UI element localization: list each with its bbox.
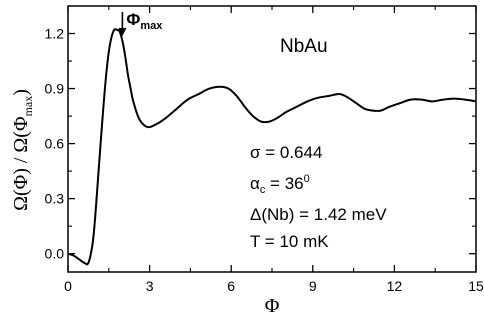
annotation-alpha: αc = 360 — [250, 173, 310, 196]
y-tick-label: 1.2 — [45, 26, 65, 42]
annotation-delta: Δ(Nb) = 1.42 meV — [250, 205, 387, 224]
phimax-label: Φmax — [126, 10, 163, 32]
annotation-sigma: σ = 0.644 — [250, 143, 322, 162]
series-line — [67, 28, 477, 266]
y-tick-label: 0.0 — [45, 246, 65, 262]
material-label: NbAu — [280, 36, 328, 57]
ticks — [67, 5, 477, 272]
x-tick-label: 15 — [468, 278, 484, 294]
tick-labels: 0 3 6 9 12 15 0.0 0.3 0.6 0.9 1.2 — [45, 26, 484, 294]
x-tick-label: 12 — [387, 278, 403, 294]
y-axis-title: Ω(Φ) / Ω(Φmax) — [10, 89, 35, 211]
x-tick-label: 6 — [227, 278, 235, 294]
x-axis-title: Φ — [265, 295, 280, 317]
x-tick-label: 0 — [64, 278, 72, 294]
phimax-marker: Φmax — [118, 10, 163, 36]
x-tick-label: 9 — [309, 278, 317, 294]
y-tick-label: 0.9 — [45, 81, 65, 97]
x-tick-label: 3 — [146, 278, 154, 294]
annotation-temperature: T = 10 mK — [250, 232, 329, 251]
y-tick-label: 0.6 — [45, 136, 65, 152]
y-tick-label: 0.3 — [45, 191, 65, 207]
arrow-head — [118, 28, 127, 36]
